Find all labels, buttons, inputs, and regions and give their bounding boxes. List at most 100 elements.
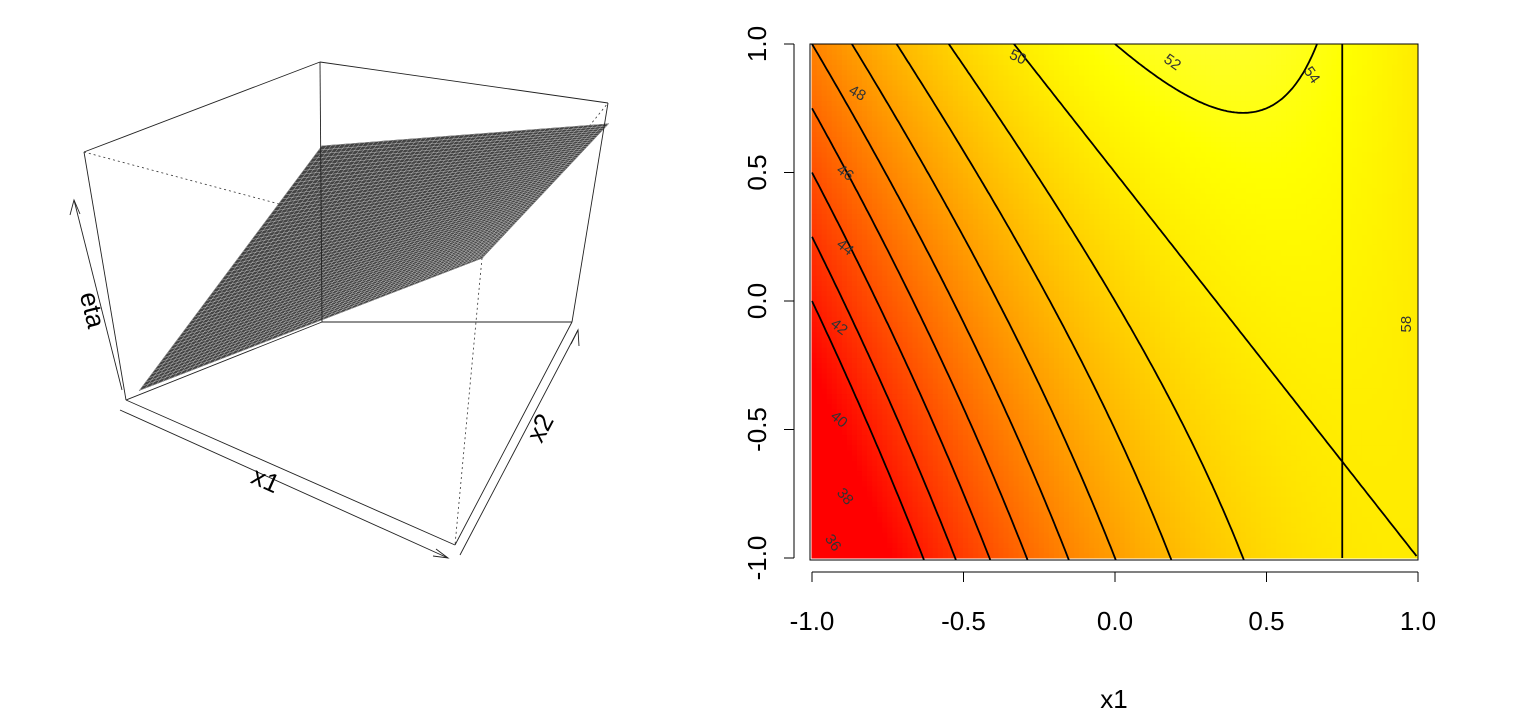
heat-cell [851,125,858,132]
mesh-line [447,126,580,272]
heat-cell [811,434,818,441]
heat-cell [811,105,818,112]
heat-cell [841,480,848,487]
heat-cell [821,44,828,50]
heat-cell [826,305,833,312]
heat-cell [826,238,833,245]
heat-cell [826,105,833,112]
heat-cell [811,495,818,502]
heat-cell [826,444,833,451]
heat-cell [826,197,833,204]
heat-cell [816,351,823,359]
heat-cell [826,449,833,456]
heat-cell [831,331,838,338]
heat-cell [851,151,858,158]
heat-cell [831,259,838,266]
heat-cell [851,156,858,163]
heat-cell [846,542,853,549]
heat-cell [846,58,853,66]
heat-cell [821,130,828,138]
heat-cell [831,326,838,333]
heat-cell [856,362,863,369]
heat-cell [841,326,848,333]
heat-cell [826,285,833,292]
heat-cell [831,74,838,81]
heat-cell [821,146,828,153]
heat-cell [811,377,818,384]
heat-cell [846,53,853,60]
heat-cell [841,105,848,112]
heat-cell [831,531,838,538]
heat-cell [821,536,828,544]
heat-cell [856,434,863,441]
heat-cell [851,470,858,477]
heat-cell [826,243,833,251]
heat-cell [831,130,838,138]
heat-fill [811,44,1418,559]
heat-cell [836,130,843,138]
heat-cell [846,480,853,487]
heat-cell [821,521,828,528]
heat-cell [811,64,818,71]
heat-cell [841,542,848,549]
heat-cell [851,459,858,466]
heat-cell [836,202,843,209]
heat-cell [846,166,853,173]
heat-cell [846,151,853,158]
heat-cell [831,423,838,430]
heat-cell [836,434,843,441]
heat-cell [826,357,833,364]
heat-cell [816,166,823,173]
heat-cell [856,547,863,554]
heat-cell [826,259,833,266]
heat-cell [851,141,858,148]
heat-cell [826,100,833,107]
heat-cell [816,444,823,451]
heat-cell [851,310,858,317]
heat-cell [826,531,833,538]
heat-cell [826,475,833,482]
heat-cell [821,254,828,261]
heat-cell [816,300,823,307]
heat-cell [846,336,853,343]
heat-cell [821,310,828,317]
heat-cell [826,156,833,163]
heat-cell [856,475,863,482]
heat-cell [851,166,858,173]
heat-cell [856,290,863,297]
heat-cell [816,105,823,112]
heat-cell [846,315,853,323]
heat-cell [856,542,863,549]
heat-cell [836,295,843,302]
heat-cell [846,495,853,502]
heat-cell [851,398,858,405]
heat-cell [821,403,828,410]
heat-cell [826,53,833,60]
heat-cell [816,372,823,379]
heat-cell [821,151,828,158]
heat-cell [841,172,848,179]
heat-cell [846,526,853,533]
heat-cell [816,136,823,143]
heat-cell [841,387,848,395]
heat-cell [816,74,823,81]
heat-cell [836,64,843,71]
heat-cell [816,197,823,204]
heat-cell [851,228,858,235]
heat-cell [831,172,838,179]
heat-cell [826,48,833,55]
heat-cell [846,408,853,415]
heat-cell [831,110,838,117]
heat-cell [811,74,818,81]
heat-cell [846,351,853,359]
heat-cell [811,362,818,369]
heat-cell [831,223,838,230]
heat-cell [836,444,843,451]
heat-cell [811,521,818,528]
heat-cell [846,429,853,436]
heat-cell [816,464,823,472]
heat-cell [846,110,853,117]
heat-cell [821,470,828,477]
heat-cell [841,531,848,538]
heat-cell [826,315,833,323]
